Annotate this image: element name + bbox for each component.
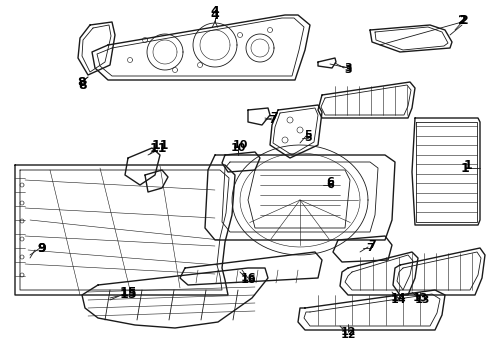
Text: 1: 1 [464,158,472,171]
Text: 2: 2 [460,14,468,27]
Text: 10: 10 [232,140,247,150]
Text: 5: 5 [304,133,312,143]
Text: 15: 15 [119,288,137,302]
Text: 14: 14 [390,293,406,303]
Text: 3: 3 [344,65,352,75]
Text: 3: 3 [344,63,352,73]
Text: 10: 10 [230,143,245,153]
Text: 13: 13 [415,295,430,305]
Text: 16: 16 [240,273,256,283]
Text: 12: 12 [340,330,356,340]
Text: 12: 12 [340,327,356,337]
Text: 4: 4 [211,9,220,22]
Text: 11: 11 [149,141,167,154]
Text: 7: 7 [270,112,278,122]
Text: 7: 7 [268,115,276,125]
Text: 5: 5 [304,130,312,140]
Text: 13: 13 [412,293,428,303]
Text: 6: 6 [326,177,334,187]
Text: 8: 8 [79,78,87,91]
Text: 14: 14 [390,295,406,305]
Text: 7: 7 [368,240,376,250]
Text: 15: 15 [119,285,137,298]
Text: 9: 9 [38,242,47,255]
Text: 11: 11 [151,139,169,152]
Text: 4: 4 [211,5,220,18]
Text: 6: 6 [326,180,334,190]
Text: 9: 9 [38,242,47,255]
Text: 1: 1 [461,162,469,175]
Text: 2: 2 [458,14,466,27]
Text: 16: 16 [240,275,256,285]
Text: 8: 8 [78,76,86,89]
Text: 7: 7 [366,243,374,253]
